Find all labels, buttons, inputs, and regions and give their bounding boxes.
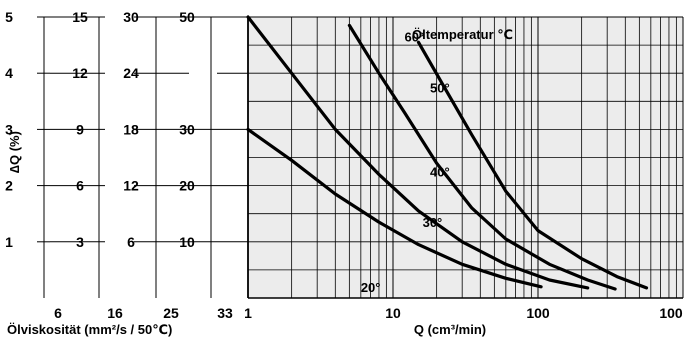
viscosity-tick-label: 18 [123, 121, 139, 137]
delta-q-tick-label: 1 [5, 234, 13, 250]
x-tick-label: 10 [385, 305, 401, 321]
viscosity-tick-label: 3 [76, 234, 84, 250]
viscosity-tick-label: 6 [127, 234, 135, 250]
delta-q-tick-label: 2 [5, 178, 13, 194]
delta-q-tick-label: 4 [5, 65, 13, 81]
viscosity-tick-label: 12 [72, 65, 88, 81]
viscosity-tick-label: 20 [179, 178, 195, 194]
viscosity-tick-label: 15 [72, 9, 88, 25]
curve-line [347, 23, 617, 291]
x-tick-label: 1 [244, 305, 252, 321]
labels: 1 10 100 100 60° 50° 40° 30° 20° [244, 30, 683, 321]
viscosity-tick-label: 12 [123, 178, 139, 194]
delta-q-tick-label: 3 [5, 121, 13, 137]
curve-line [416, 40, 649, 290]
viscosity-tick-label: 10 [179, 234, 195, 250]
curve-label: 40° [430, 165, 450, 180]
y-axis-label: ∆Q (%) [7, 131, 22, 173]
viscosity-tick-label: 50 [179, 9, 195, 25]
viscosity-bottom-label: 33 [217, 305, 233, 321]
left-x-axis-label: Ölviskosität (mm²/s / 50℃) [7, 322, 172, 337]
curve-line [246, 127, 543, 289]
delta-q-tick-label: 5 [5, 9, 13, 25]
viscosity-tick-label: 24 [123, 65, 139, 81]
curve-label: 60° [404, 30, 424, 45]
viscosity-tick-label: 30 [179, 121, 195, 137]
legend-title: Öltemperatur ℃ [412, 27, 513, 42]
viscosity-tick-label: 30 [123, 9, 139, 25]
x-tick-label: 100 [526, 305, 550, 321]
x-axis-label: Q (cm³/min) [414, 322, 486, 337]
curve-line [246, 15, 590, 290]
viscosity-tick-label: 9 [76, 121, 84, 137]
viscosity-tick-label: 6 [76, 178, 84, 194]
viscosity-bottom-label: 25 [163, 305, 179, 321]
curve-label: 30° [423, 215, 443, 230]
curve-label: 20° [361, 280, 381, 295]
curves [246, 15, 649, 291]
curve-label: 50° [430, 80, 450, 95]
viscosity-bottom-label: 16 [107, 305, 123, 321]
viscosity-bottom-label: 6 [54, 305, 62, 321]
x-tick-label: 100 [659, 305, 683, 321]
